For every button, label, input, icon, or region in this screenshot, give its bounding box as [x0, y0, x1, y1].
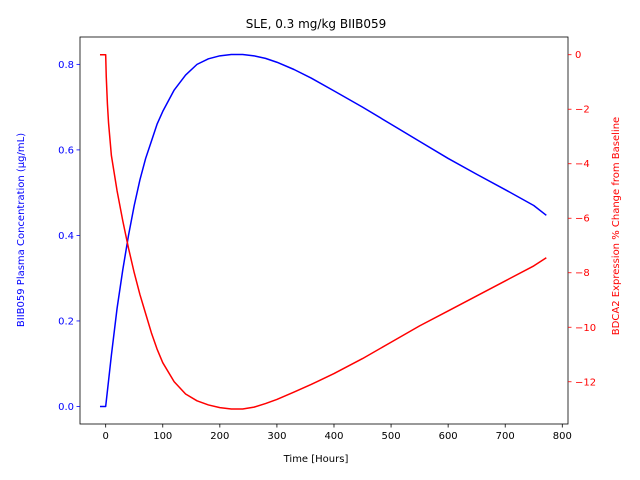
y-right-tick-label: −8	[575, 268, 590, 279]
plot-frame	[79, 36, 569, 425]
y-left-tick-label: 0.8	[58, 60, 74, 71]
x-tick-label: 0	[102, 431, 108, 442]
y-right-tick-label: −10	[575, 323, 596, 334]
bdca2-series-line	[99, 53, 547, 410]
y-right-tick-label: −12	[575, 377, 596, 388]
y-left-tick-label: 0.6	[58, 145, 74, 156]
x-tick-label: 100	[153, 431, 172, 442]
x-tick-label: 800	[553, 431, 572, 442]
x-tick-label: 400	[324, 431, 343, 442]
plot-lines	[99, 53, 547, 410]
x-tick-label: 200	[210, 431, 229, 442]
x-axis-label: Time [Hours]	[283, 454, 349, 465]
y-right-tick-label: 0	[575, 50, 581, 61]
x-tick-label: 700	[496, 431, 515, 442]
y-right-tick-label: −4	[575, 159, 590, 170]
y-left-tick-label: 0.4	[58, 231, 74, 242]
axes: 0 100 200 300 400 500 600 700 800 0.0 0.2 0.4 0.6 0.8…	[58, 36, 596, 442]
y-left-tick-label: 0.2	[58, 316, 74, 327]
y-axis-left-label: BIIB059 Plasma Concentration (µg/mL)	[16, 133, 27, 327]
y-left-tick-label: 0.0	[58, 402, 74, 413]
y-right-tick-label: −6	[575, 214, 590, 225]
y-axis-right-label: BDCA2 Expression % Change from Baseline	[611, 117, 622, 335]
chart-title: SLE, 0.3 mg/kg BIIB059	[246, 17, 387, 31]
x-tick-label: 600	[439, 431, 458, 442]
y-right-tick-label: −2	[575, 105, 590, 116]
x-tick-label: 500	[382, 431, 401, 442]
concentration-series-line	[99, 53, 547, 408]
x-tick-label: 300	[267, 431, 286, 442]
